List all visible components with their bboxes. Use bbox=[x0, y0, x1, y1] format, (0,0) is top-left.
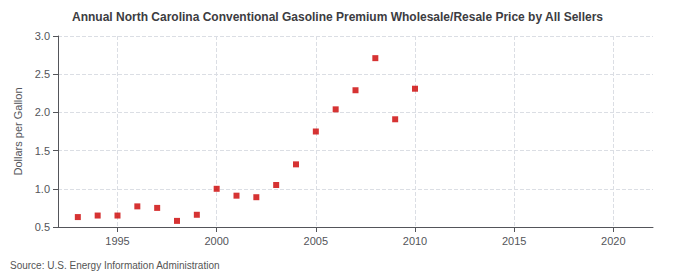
svg-text:2010: 2010 bbox=[403, 235, 427, 247]
svg-text:3.0: 3.0 bbox=[35, 30, 50, 42]
svg-text:Dollars per Gallon: Dollars per Gallon bbox=[12, 87, 24, 175]
svg-text:2000: 2000 bbox=[204, 235, 228, 247]
svg-text:1.0: 1.0 bbox=[35, 183, 50, 195]
svg-text:2005: 2005 bbox=[304, 235, 328, 247]
svg-text:Source: U.S. Energy Informatio: Source: U.S. Energy Information Administ… bbox=[10, 260, 220, 271]
svg-text:Annual North Carolina Conventi: Annual North Carolina Conventional Gasol… bbox=[72, 10, 603, 24]
svg-text:2.5: 2.5 bbox=[35, 68, 50, 80]
svg-text:1995: 1995 bbox=[105, 235, 129, 247]
svg-text:1.5: 1.5 bbox=[35, 145, 50, 157]
svg-text:2020: 2020 bbox=[601, 235, 625, 247]
svg-text:2.0: 2.0 bbox=[35, 106, 50, 118]
svg-text:0.5: 0.5 bbox=[35, 221, 50, 233]
svg-text:2015: 2015 bbox=[502, 235, 526, 247]
